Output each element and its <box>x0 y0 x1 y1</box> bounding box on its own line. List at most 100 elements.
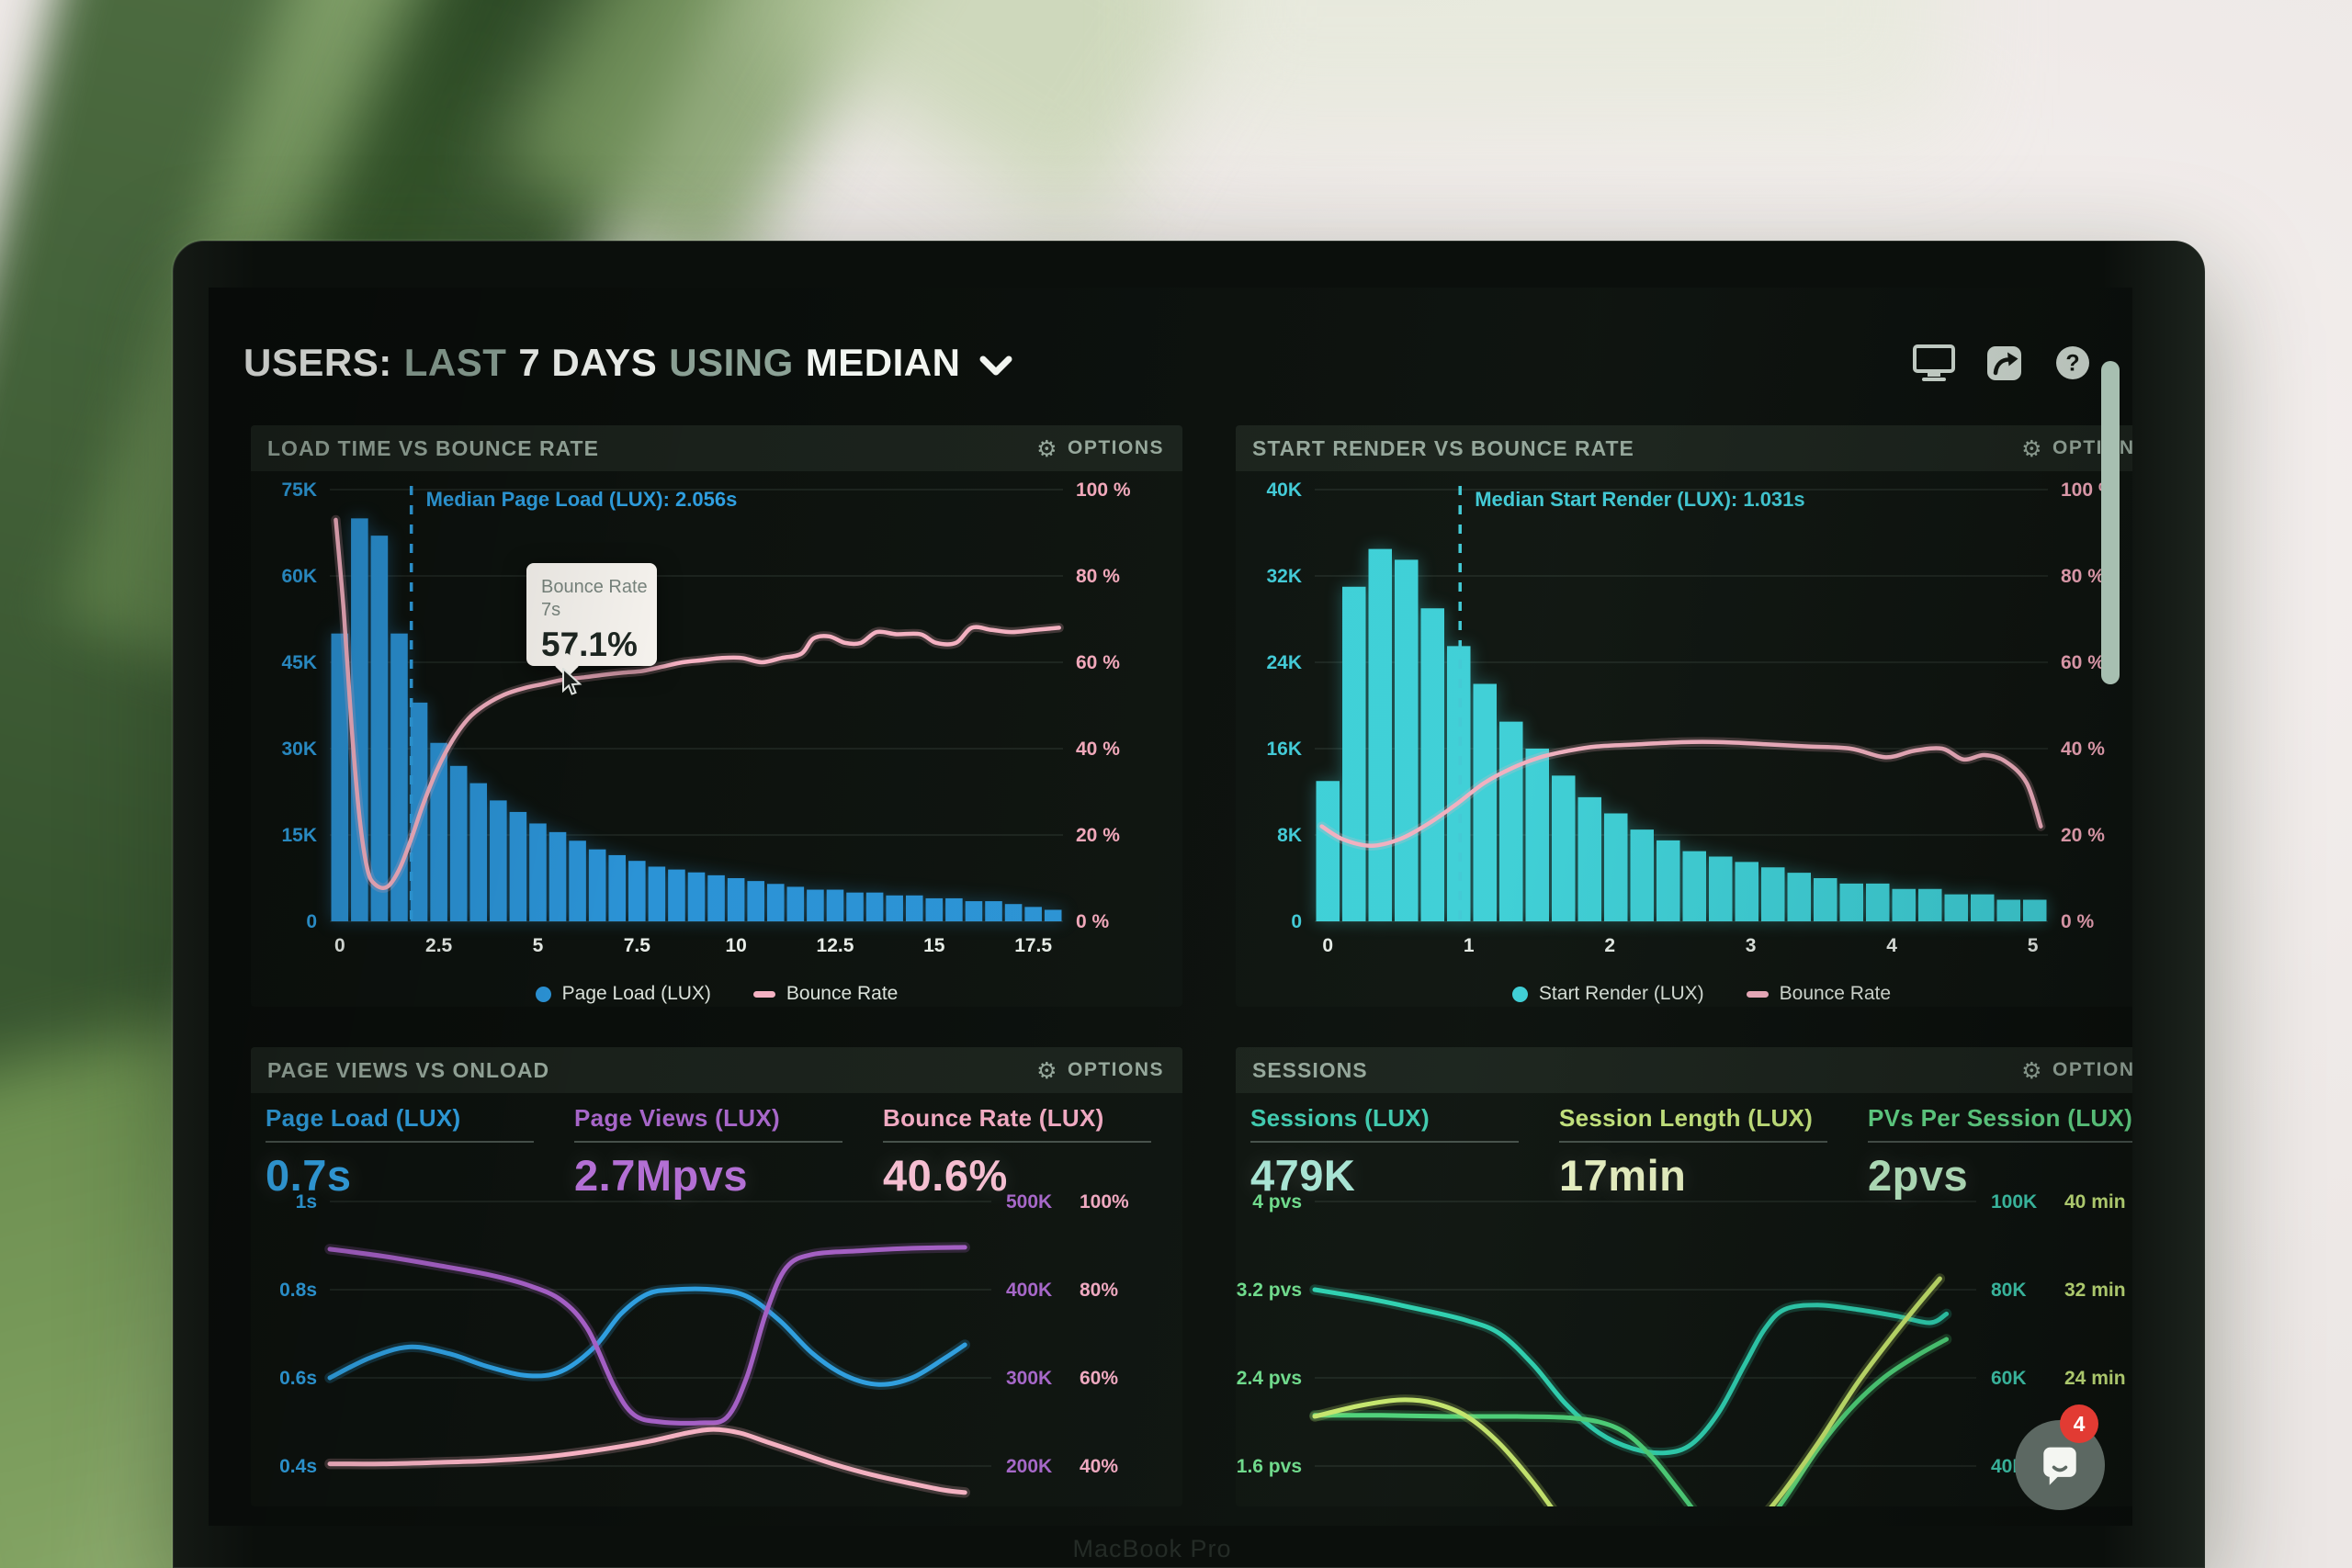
metric-label: PVs Per Session (LUX) <box>1868 1104 2132 1132</box>
axis-label: 15K <box>281 825 317 846</box>
metric-value: 17min <box>1559 1151 1687 1200</box>
gear-icon: ⚙ <box>1036 1056 1058 1084</box>
metric-divider <box>1559 1141 1827 1143</box>
axis-label: 40 % <box>2061 739 2105 760</box>
page-views-chart: 1s 0.8s 0.6s 0.4s 500K 100% 400K 80% 300K 60% 200K… <box>279 1191 1129 1498</box>
panel-start-render-vs-bounce-rate: START RENDER VS BOUNCE RATE ⚙ OPTIONS Me… <box>1236 425 2132 1007</box>
axis-label: 0.8s <box>279 1280 317 1301</box>
scrollbar-thumb[interactable] <box>2101 361 2120 684</box>
bar <box>1918 888 1942 921</box>
panel-grid: LOAD TIME VS BOUNCE RATE ⚙ OPTIONS Media… <box>209 425 2132 1526</box>
axis-label: 15 <box>923 935 945 956</box>
options-label: OPTIONS <box>2052 1059 2132 1080</box>
axis-label: 3 <box>1746 935 1757 956</box>
bar <box>925 897 944 921</box>
axis-label: 80% <box>1080 1280 1118 1301</box>
metric-session-length: Session Length (LUX) 17min <box>1559 1104 1846 1200</box>
start-render-chart: Median Start Render (LUX): 1.031s 0 1 2 3 4 5 4… <box>1266 479 2115 956</box>
series-line <box>327 1427 967 1495</box>
axis-label: 24 min <box>2064 1368 2126 1389</box>
options-button[interactable]: ⚙ OPTIONS <box>1036 1059 1164 1082</box>
tooltip-series: Bounce Rate <box>541 577 648 597</box>
axis-label: 2.5 <box>425 935 453 956</box>
series-line <box>1312 1276 1942 1526</box>
bar <box>390 633 408 921</box>
bar <box>985 901 1002 921</box>
gear-icon: ⚙ <box>2021 434 2043 462</box>
gear-icon: ⚙ <box>2021 1056 2043 1084</box>
laptop-brand: MacBook Pro <box>1072 1535 1232 1562</box>
axis-label: 1s <box>296 1191 317 1213</box>
chat-bubble-icon <box>2043 1447 2076 1485</box>
bar <box>1473 683 1497 921</box>
panel-header: START RENDER VS BOUNCE RATE ⚙ OPTIONS <box>1236 425 2132 471</box>
page-title: USERS: LAST 7 DAYS USING MEDIAN <box>243 341 1012 385</box>
bar <box>648 866 666 921</box>
title-segment: USING <box>669 341 794 384</box>
series-line <box>1312 1287 1950 1456</box>
series-line <box>334 517 1061 890</box>
metric-bounce-rate: Bounce Rate (LUX) 40.6% <box>883 1104 1170 1200</box>
laptop: USERS: LAST 7 DAYS USING MEDIAN <box>173 241 2205 1568</box>
chat-notification-badge: 4 <box>2060 1404 2098 1443</box>
plant-leaf <box>1194 0 1948 129</box>
axis-label: 100K <box>1991 1191 2037 1213</box>
axis-label: 5 <box>2028 935 2039 956</box>
bar <box>1630 829 1654 921</box>
options-label: OPTIONS <box>1067 437 1164 458</box>
axis-label: 80 % <box>1076 566 1120 587</box>
axis-label: 0 % <box>2061 911 2095 932</box>
axis-label: 80 % <box>2061 566 2105 587</box>
header-actions: ? <box>1912 343 2092 383</box>
axis-label: 20 % <box>1076 825 1120 846</box>
axis-label: 17.5 <box>1014 935 1052 956</box>
options-label: OPTIONS <box>1067 1059 1164 1080</box>
metric-pvs-per-session: PVs Per Session (LUX) 2pvs <box>1868 1104 2132 1200</box>
legend-item[interactable]: Page Load (LUX) <box>535 983 711 1005</box>
bar <box>807 889 824 921</box>
title-segment: LAST <box>403 341 507 384</box>
tooltip-value: 57.1% <box>541 626 638 663</box>
bar <box>687 872 706 921</box>
series-line <box>327 1245 967 1426</box>
axis-label: 0 % <box>1076 911 1110 932</box>
axis-label: 40 % <box>1076 739 1120 760</box>
bar <box>1866 883 1890 921</box>
help-icon[interactable]: ? <box>2053 344 2092 382</box>
bar <box>886 895 903 921</box>
axis-label: 0 <box>1291 911 1302 932</box>
legend-item[interactable]: Bounce Rate <box>1746 983 1891 1005</box>
legend-item[interactable]: Start Render (LUX) <box>1511 983 1704 1005</box>
legend-item[interactable]: Bounce Rate <box>752 983 898 1005</box>
axis-label: 4 <box>1886 935 1897 956</box>
bar <box>1044 909 1062 921</box>
bar <box>1024 907 1042 921</box>
title-segment: USERS: <box>243 341 392 384</box>
metric-value: 2pvs <box>1868 1151 1969 1200</box>
chevron-down-icon[interactable] <box>979 355 1012 377</box>
bar <box>1709 856 1733 921</box>
axis-label: 300K <box>1006 1368 1052 1389</box>
legend-label: Page Load (LUX) <box>561 983 711 1004</box>
axis-label: 60% <box>1080 1368 1118 1389</box>
share-icon[interactable] <box>1985 344 2024 382</box>
bar <box>707 874 725 921</box>
bar <box>1814 878 1838 921</box>
axis-label: 20 % <box>2061 825 2105 846</box>
series-line-glow <box>1309 1284 1952 1459</box>
bar <box>370 536 389 921</box>
bar <box>469 783 488 921</box>
options-button[interactable]: ⚙ OPTIONS <box>1036 437 1164 460</box>
metric-sessions: Sessions (LUX) 479K <box>1250 1104 1537 1200</box>
panel-header: PAGE VIEWS VS ONLOAD ⚙ OPTIONS <box>251 1047 1182 1093</box>
bar <box>608 854 627 921</box>
svg-text:?: ? <box>2065 351 2079 377</box>
bar <box>1682 851 1706 921</box>
display-icon[interactable] <box>1912 343 1956 383</box>
axis-label: 1 <box>1464 935 1475 956</box>
options-button[interactable]: ⚙ OPTIONS <box>2021 1059 2132 1082</box>
metric-divider <box>883 1141 1151 1143</box>
chart-tooltip: Bounce Rate 7s 57.1% <box>526 563 657 666</box>
bar <box>1604 813 1628 921</box>
bar <box>1004 904 1023 921</box>
